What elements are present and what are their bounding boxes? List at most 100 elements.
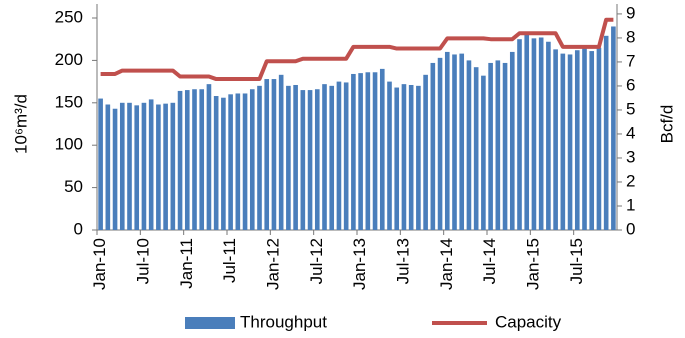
bar (466, 60, 472, 231)
capacity-line (100, 17, 614, 82)
bar (242, 93, 248, 230)
y-axis-title: 10⁶m³/d (11, 94, 30, 154)
y2-tick-label: 3 (626, 147, 635, 166)
bar (156, 104, 161, 230)
bar (105, 104, 111, 230)
bar (170, 102, 176, 230)
y2-tick-label: 0 (626, 219, 635, 238)
bar (192, 89, 197, 231)
x-tick-label: Jul-14 (480, 238, 499, 284)
bar (546, 41, 551, 230)
bar (119, 102, 125, 230)
legend-label: Throughput (240, 312, 327, 331)
y2-tick-label: 5 (626, 99, 635, 118)
x-tick-label: Jan-12 (263, 238, 282, 290)
y2-tick-label: 7 (626, 51, 635, 70)
y2-tick-label: 4 (626, 123, 635, 142)
bar (452, 54, 457, 230)
x-tick-label: Jul-12 (307, 238, 326, 284)
bar (560, 53, 566, 231)
bar (343, 82, 349, 230)
y-tick-label: 50 (64, 177, 83, 196)
bar (141, 102, 147, 230)
bar (127, 102, 132, 230)
bar (351, 73, 356, 230)
bar (567, 54, 573, 230)
x-tick-label: Jan-13 (350, 238, 369, 290)
bar (423, 74, 428, 230)
bar (596, 47, 602, 231)
bar (314, 89, 320, 231)
bar (206, 84, 212, 230)
bar (372, 72, 378, 230)
bar (221, 97, 226, 230)
x-tick-label: Jul-10 (133, 238, 152, 284)
bar (589, 51, 595, 231)
y-tick-label: 250 (55, 7, 83, 26)
x-tick-label: Jul-15 (567, 238, 586, 284)
bar (365, 72, 371, 230)
bar (98, 98, 103, 230)
bar (437, 57, 443, 230)
y-tick-label: 100 (55, 135, 83, 154)
legend-swatch (185, 317, 235, 329)
x-tick-label: Jul-13 (393, 238, 412, 284)
bar (286, 85, 291, 230)
bar (322, 84, 327, 230)
bar (249, 89, 255, 231)
bar (329, 85, 335, 230)
bar (199, 89, 205, 231)
y-tick-label: 0 (74, 219, 83, 238)
x-tick-label: Jan-11 (177, 238, 196, 289)
bar (430, 62, 436, 230)
bar (163, 103, 168, 230)
bar (611, 26, 616, 231)
bar (112, 108, 118, 230)
bar (524, 34, 530, 231)
bar (459, 53, 465, 231)
bar (509, 51, 515, 230)
y2-tick-label: 2 (626, 171, 635, 190)
bar (213, 96, 219, 231)
bar (517, 39, 522, 231)
y2-tick-label: 1 (626, 195, 635, 214)
bar (582, 48, 587, 230)
bar (553, 49, 558, 230)
x-tick-label: Jan-14 (437, 238, 456, 290)
y-tick-label: 200 (55, 50, 83, 69)
y2-tick-label: 8 (626, 27, 635, 46)
bar (293, 84, 298, 230)
y-tick-label: 150 (55, 92, 83, 111)
bar (387, 81, 392, 230)
bar (358, 73, 363, 231)
bar (278, 74, 284, 230)
bar (574, 50, 580, 230)
bar (473, 67, 479, 231)
bar (502, 62, 508, 230)
bar (444, 51, 450, 230)
bar (257, 85, 262, 230)
bar (184, 90, 190, 230)
x-tick-label: Jan-10 (90, 238, 109, 290)
bar (148, 99, 154, 231)
bar (401, 84, 407, 230)
bar (264, 79, 270, 230)
bar (488, 62, 493, 230)
bar (134, 105, 140, 230)
bar (235, 93, 241, 230)
bar (408, 84, 414, 230)
bar (481, 75, 486, 230)
bar (379, 68, 385, 230)
bar (416, 85, 421, 230)
y2-tick-label: 9 (626, 3, 635, 22)
legend-label: Capacity (495, 312, 562, 331)
bar (300, 90, 306, 230)
bar (228, 94, 233, 230)
bar (336, 81, 342, 230)
bar (495, 60, 501, 231)
bar (603, 35, 609, 230)
bar (394, 87, 400, 230)
bar (538, 37, 544, 231)
bar (271, 79, 277, 230)
